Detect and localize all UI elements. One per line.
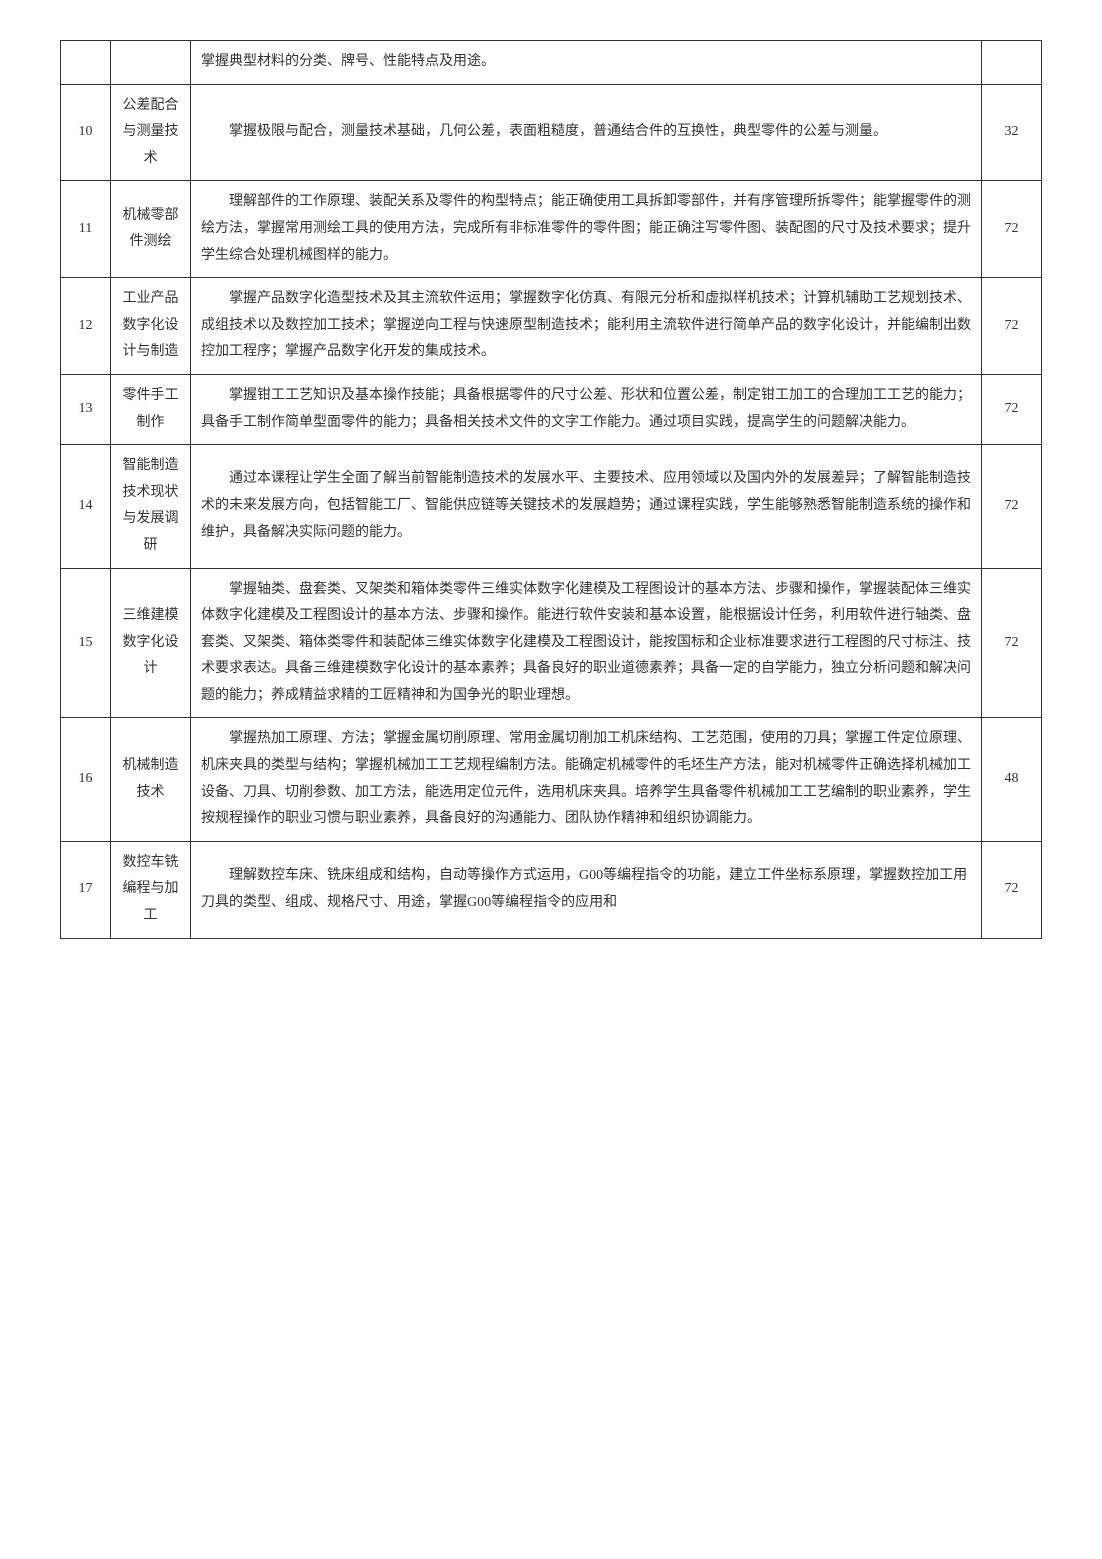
row-number bbox=[61, 41, 111, 85]
course-description: 掌握热加工原理、方法；掌握金属切削原理、常用金属切削加工机床结构、工艺范围，使用… bbox=[191, 718, 982, 841]
table-row: 17数控车铣编程与加工理解数控车床、铣床组成和结构，自动等操作方式运用，G00等… bbox=[61, 841, 1042, 938]
course-description: 理解数控车床、铣床组成和结构，自动等操作方式运用，G00等编程指令的功能，建立工… bbox=[191, 841, 982, 938]
row-number: 17 bbox=[61, 841, 111, 938]
table-row: 13零件手工制作掌握钳工工艺知识及基本操作技能；具备根据零件的尺寸公差、形状和位… bbox=[61, 374, 1042, 444]
course-name: 机械制造技术 bbox=[111, 718, 191, 841]
table-row: 14智能制造技术现状与发展调研通过本课程让学生全面了解当前智能制造技术的发展水平… bbox=[61, 445, 1042, 568]
course-hours: 72 bbox=[982, 568, 1042, 718]
table-row: 15三维建模数字化设计掌握轴类、盘套类、叉架类和箱体类零件三维实体数字化建模及工… bbox=[61, 568, 1042, 718]
course-hours: 72 bbox=[982, 181, 1042, 278]
row-number: 14 bbox=[61, 445, 111, 568]
row-number: 12 bbox=[61, 278, 111, 375]
course-name: 三维建模数字化设计 bbox=[111, 568, 191, 718]
course-hours: 72 bbox=[982, 278, 1042, 375]
course-name: 零件手工制作 bbox=[111, 374, 191, 444]
course-description: 掌握轴类、盘套类、叉架类和箱体类零件三维实体数字化建模及工程图设计的基本方法、步… bbox=[191, 568, 982, 718]
table-row: 16机械制造技术掌握热加工原理、方法；掌握金属切削原理、常用金属切削加工机床结构… bbox=[61, 718, 1042, 841]
course-description: 掌握典型材料的分类、牌号、性能特点及用途。 bbox=[191, 41, 982, 85]
table-row: 掌握典型材料的分类、牌号、性能特点及用途。 bbox=[61, 41, 1042, 85]
row-number: 10 bbox=[61, 84, 111, 181]
course-hours: 72 bbox=[982, 445, 1042, 568]
course-name: 机械零部件测绘 bbox=[111, 181, 191, 278]
course-table: 掌握典型材料的分类、牌号、性能特点及用途。10公差配合与测量技术掌握极限与配合，… bbox=[60, 40, 1042, 939]
course-name bbox=[111, 41, 191, 85]
course-name: 数控车铣编程与加工 bbox=[111, 841, 191, 938]
course-description: 掌握产品数字化造型技术及其主流软件运用；掌握数字化仿真、有限元分析和虚拟样机技术… bbox=[191, 278, 982, 375]
course-hours: 32 bbox=[982, 84, 1042, 181]
course-name: 工业产品数字化设计与制造 bbox=[111, 278, 191, 375]
course-table-body: 掌握典型材料的分类、牌号、性能特点及用途。10公差配合与测量技术掌握极限与配合，… bbox=[61, 41, 1042, 939]
course-description: 掌握钳工工艺知识及基本操作技能；具备根据零件的尺寸公差、形状和位置公差，制定钳工… bbox=[191, 374, 982, 444]
course-hours bbox=[982, 41, 1042, 85]
course-hours: 48 bbox=[982, 718, 1042, 841]
row-number: 11 bbox=[61, 181, 111, 278]
course-name: 智能制造技术现状与发展调研 bbox=[111, 445, 191, 568]
course-description: 理解部件的工作原理、装配关系及零件的构型特点；能正确使用工具拆卸零部件，并有序管… bbox=[191, 181, 982, 278]
table-row: 12工业产品数字化设计与制造掌握产品数字化造型技术及其主流软件运用；掌握数字化仿… bbox=[61, 278, 1042, 375]
row-number: 13 bbox=[61, 374, 111, 444]
course-name: 公差配合与测量技术 bbox=[111, 84, 191, 181]
table-row: 11机械零部件测绘理解部件的工作原理、装配关系及零件的构型特点；能正确使用工具拆… bbox=[61, 181, 1042, 278]
course-description: 通过本课程让学生全面了解当前智能制造技术的发展水平、主要技术、应用领域以及国内外… bbox=[191, 445, 982, 568]
course-hours: 72 bbox=[982, 841, 1042, 938]
row-number: 16 bbox=[61, 718, 111, 841]
row-number: 15 bbox=[61, 568, 111, 718]
course-hours: 72 bbox=[982, 374, 1042, 444]
course-description: 掌握极限与配合，测量技术基础，几何公差，表面粗糙度，普通结合件的互换性，典型零件… bbox=[191, 84, 982, 181]
table-row: 10公差配合与测量技术掌握极限与配合，测量技术基础，几何公差，表面粗糙度，普通结… bbox=[61, 84, 1042, 181]
